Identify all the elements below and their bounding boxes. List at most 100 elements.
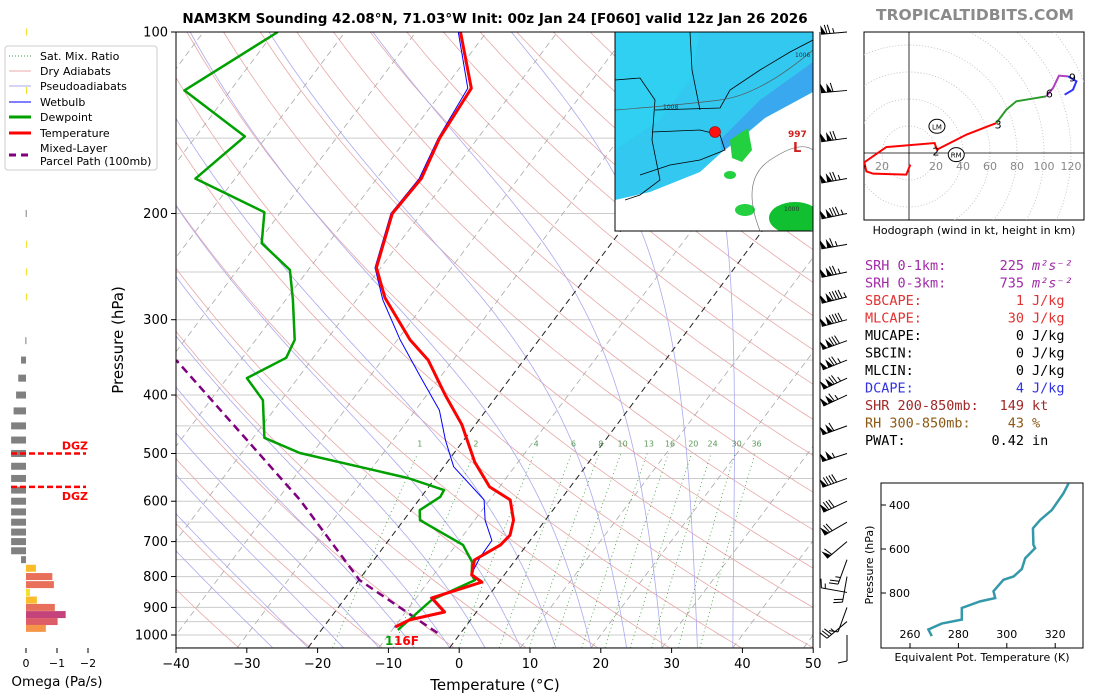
stat-unit: kt bbox=[1032, 398, 1048, 414]
barb-flag bbox=[819, 174, 827, 184]
low-pressure-symbol: L bbox=[793, 141, 801, 156]
barb-half bbox=[837, 174, 841, 180]
temperature-line bbox=[374, 32, 515, 629]
storm-motion-marker bbox=[947, 147, 965, 163]
wind-barb bbox=[819, 335, 848, 351]
wind-barb bbox=[819, 451, 848, 462]
barb-full bbox=[825, 476, 832, 485]
mixing-ratio-label: 4 bbox=[534, 440, 539, 449]
stat-label: SBCAPE: bbox=[865, 293, 922, 309]
barb-full bbox=[832, 171, 837, 181]
barb-full bbox=[825, 523, 833, 532]
barb-full bbox=[828, 422, 835, 431]
barb-full bbox=[831, 356, 838, 365]
omega-tick-label: −1 bbox=[49, 657, 65, 670]
omega-bar bbox=[26, 596, 37, 604]
barb-flag bbox=[819, 504, 828, 513]
stat-unit: m²s⁻² bbox=[1031, 276, 1073, 292]
map-precip-rain-3 bbox=[735, 204, 755, 216]
barb-flag bbox=[821, 551, 831, 559]
barb-full bbox=[828, 376, 835, 385]
barb-full bbox=[829, 266, 834, 276]
barb-full bbox=[829, 579, 840, 582]
barb-full bbox=[822, 477, 829, 486]
dry-adiabat bbox=[259, 32, 813, 531]
stat-label: MUCAPE: bbox=[865, 328, 922, 344]
barb-full bbox=[834, 313, 840, 323]
barb-flag bbox=[819, 478, 828, 488]
pseudoadiabat bbox=[176, 117, 557, 648]
map-precip-heavy-snow bbox=[720, 62, 813, 152]
dry-adiabat bbox=[176, 458, 383, 648]
omega-bar bbox=[26, 624, 46, 632]
map-precip-rain-4 bbox=[724, 171, 736, 179]
wind-barb bbox=[820, 578, 848, 593]
x-tick-label: 40 bbox=[734, 657, 751, 672]
barb-full bbox=[829, 172, 834, 182]
barb-flag bbox=[825, 132, 833, 141]
map-state-border-3 bbox=[689, 32, 701, 111]
barb-full bbox=[837, 660, 848, 664]
theta-e-x-tick-label: 260 bbox=[900, 628, 921, 641]
theta-e-x-label: Equivalent Pot. Temperature (K) bbox=[894, 651, 1069, 664]
barb-half bbox=[831, 452, 836, 458]
barb-flag bbox=[825, 395, 834, 404]
barb-full bbox=[829, 82, 834, 92]
stat-value: 0 bbox=[1016, 363, 1024, 379]
barb-half bbox=[830, 628, 836, 633]
legend-label: Pseudoadiabats bbox=[40, 80, 127, 93]
barb-flag bbox=[825, 424, 833, 433]
mixing-ratio-line bbox=[392, 453, 475, 648]
hodograph-trace bbox=[864, 122, 997, 176]
barb-full bbox=[828, 291, 834, 301]
theta-e-y-label: Pressure (hPa) bbox=[863, 526, 876, 605]
barb-full bbox=[831, 375, 838, 384]
barb-staff bbox=[841, 576, 848, 603]
x-tick-label: 0 bbox=[455, 657, 463, 672]
barb-flag bbox=[819, 268, 827, 278]
hodograph-height-label: 6 bbox=[1046, 88, 1053, 101]
omega-bar bbox=[11, 436, 26, 444]
storm-motion-label: LM bbox=[932, 123, 942, 131]
wind-barbs bbox=[819, 24, 848, 664]
storm-motion-label: RM bbox=[951, 152, 962, 160]
omega-bar bbox=[26, 293, 27, 301]
legend-label: Dry Adiabats bbox=[40, 65, 111, 78]
legend-label: Parcel Path (100mb) bbox=[40, 155, 151, 168]
stat-label: MLCIN: bbox=[865, 363, 914, 379]
barb-staff bbox=[821, 89, 848, 94]
omega-bar bbox=[11, 518, 26, 526]
wind-barb bbox=[819, 289, 848, 304]
omega-bar bbox=[11, 422, 26, 430]
barb-flag bbox=[819, 361, 828, 370]
omega-panel: 0 −1 −2 DGZ DGZ bbox=[11, 28, 96, 670]
surface-dewpoint-label: 1 bbox=[385, 634, 393, 648]
pseudoadiabat bbox=[268, 32, 627, 648]
skewt-background-lines bbox=[176, 32, 813, 648]
barb-flag bbox=[819, 210, 827, 219]
barb-staff bbox=[823, 394, 848, 407]
omega-bar bbox=[11, 508, 26, 516]
barb-full bbox=[824, 628, 832, 635]
x-tick-label: 50 bbox=[805, 657, 822, 672]
hodograph-trace bbox=[1045, 74, 1069, 97]
wind-barb bbox=[819, 499, 848, 513]
surface-temperature-label: 16F bbox=[394, 634, 419, 648]
map-isobar-label: 1006 bbox=[795, 52, 810, 59]
stat-unit: J/kg bbox=[1032, 293, 1065, 309]
stat-label: DCAPE: bbox=[865, 381, 914, 397]
barb-half bbox=[843, 292, 847, 298]
stat-label: PWAT: bbox=[865, 433, 906, 449]
omega-bar bbox=[11, 547, 26, 555]
omega-bar bbox=[25, 210, 27, 218]
barb-half bbox=[840, 209, 844, 215]
omega-bar bbox=[26, 618, 58, 626]
barb-flag bbox=[825, 378, 834, 387]
map-no-precip bbox=[615, 92, 813, 231]
wind-barb bbox=[819, 238, 848, 250]
legend-label: Wetbulb bbox=[40, 96, 85, 109]
x-tick-label: −30 bbox=[233, 657, 260, 672]
dewpoint-line bbox=[183, 32, 477, 631]
stat-value: 1 bbox=[1016, 293, 1024, 309]
